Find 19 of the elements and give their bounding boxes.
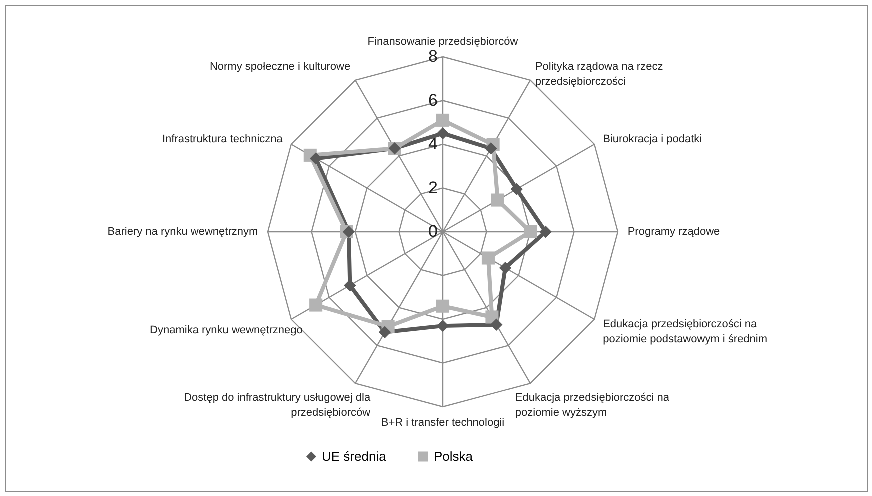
y-tick-label: 8 — [428, 47, 438, 66]
spoke-label: Finansowanie przedsiębiorców — [368, 36, 518, 48]
y-tick-label: 0 — [428, 222, 438, 241]
spoke-label: Normy społeczne i kulturowe — [210, 60, 351, 73]
spoke-label: Infrastruktura techniczna — [162, 134, 284, 146]
spoke-label: Edukacja przedsiębiorczości na poziomie podstawowym i średnim — [603, 318, 768, 346]
y-tick-label: 4 — [428, 134, 438, 154]
y-tick-label: 2 — [428, 178, 438, 198]
spoke-label: Programy rządowe — [628, 226, 720, 238]
y-tick-label: 6 — [428, 90, 438, 110]
spoke-label: Edukacja przedsiębiorczości na poziomie wyższym — [515, 392, 670, 420]
spoke-label: Polityka rządowa na rzecz przedsiębiorczości — [535, 60, 664, 88]
spoke-label: B+R i transfer technologii — [381, 416, 505, 429]
spoke-label: Dynamika rynku wewnętrznego — [150, 324, 303, 336]
spoke-label: Biurokracja i podatki — [603, 134, 702, 146]
spoke-label: Dostęp do infrastruktury usługowej dla przedsiębiorców — [184, 392, 372, 420]
spoke-label: Bariery na rynku wewnętrznym — [108, 226, 258, 238]
legend-label: Polska — [434, 448, 474, 464]
legend-label: UE średnia — [322, 448, 388, 464]
